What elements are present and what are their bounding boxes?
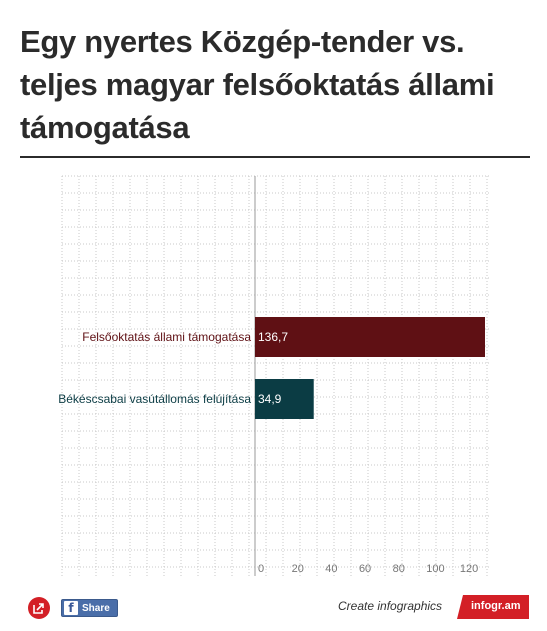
infogram-badge[interactable]: infogr.am [457, 595, 529, 619]
x-tick-label: 120 [460, 563, 478, 575]
facebook-share-button[interactable]: f Share [61, 599, 118, 617]
brand-label: infogr.am [471, 600, 521, 612]
category-label: Felsőoktatás állami támogatása [82, 330, 251, 344]
title-divider [20, 156, 530, 158]
chart-title: Egy nyertes Közgép-tender vs. teljes mag… [20, 24, 495, 145]
x-tick-label: 0 [258, 563, 264, 575]
chart-bars [255, 317, 485, 419]
value-label: 136,7 [258, 330, 288, 344]
value-label: 34,9 [258, 392, 282, 406]
bar [255, 379, 314, 419]
chart-labels: 136,7 Felsőoktatás állami támogatása 34,9 B… [58, 330, 288, 406]
chart-ticks: 0 20 40 60 80 100 120 [258, 563, 478, 575]
chart-grid [61, 175, 490, 576]
footer: f Share Create infographics infogr.am [0, 592, 547, 631]
x-tick-label: 40 [325, 563, 337, 575]
bar-chart: 136,7 Felsőoktatás állami támogatása 34,9 B… [58, 175, 490, 576]
x-tick-label: 20 [292, 563, 304, 575]
x-tick-label: 80 [393, 563, 405, 575]
share-icon[interactable] [28, 597, 50, 619]
facebook-icon: f [64, 601, 78, 615]
create-infographics-link[interactable]: Create infographics [338, 599, 443, 613]
category-label: Békéscsabai vasútállomás felújítása [58, 392, 251, 406]
share-label: Share [82, 602, 110, 614]
x-tick-label: 100 [426, 563, 444, 575]
bar [255, 317, 485, 357]
x-tick-label: 60 [359, 563, 371, 575]
